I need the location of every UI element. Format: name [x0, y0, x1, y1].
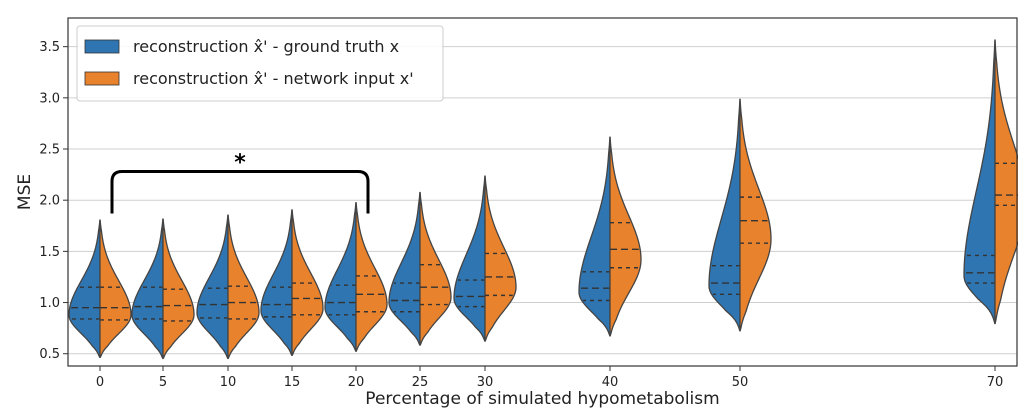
- significance-annotation: *: [110, 151, 370, 214]
- violin-ground-truth-5: [131, 218, 164, 360]
- violin-ground-truth-40: [578, 136, 611, 337]
- x-tick-label: 15: [284, 375, 301, 390]
- y-tick-label: 1.5: [39, 245, 60, 260]
- x-tick-label: 5: [159, 375, 167, 390]
- violin-ground-truth-15: [260, 209, 293, 357]
- violin-ground-truth-50: [708, 98, 741, 332]
- y-tick-label: 1.0: [39, 296, 60, 311]
- y-axis-label: MSE: [15, 174, 35, 210]
- violin-network-input-70: [994, 39, 1018, 325]
- violin-network-input-0: [99, 219, 132, 359]
- violin-network-input-15: [291, 209, 324, 357]
- violin-ground-truth-20: [324, 202, 357, 352]
- y-axis-ticks: 0.5 1.0 1.5 2.0 2.5 3.0 3.5: [39, 40, 68, 362]
- x-tick-label: 25: [412, 375, 429, 390]
- y-tick-label: 2.5: [39, 143, 60, 158]
- x-tick-label: 50: [732, 375, 749, 390]
- violin-network-input-20: [355, 202, 388, 352]
- x-axis-ticks: 0 5 10 15 20 25 30 40 50 70: [96, 366, 1003, 390]
- x-tick-label: 30: [477, 375, 494, 390]
- violin-network-input-40: [609, 136, 642, 337]
- legend: reconstruction x̂' - ground truth x reco…: [76, 25, 444, 102]
- y-tick-label: 3.5: [39, 40, 60, 55]
- legend-label-network-input: reconstruction x̂' - network input x': [133, 69, 414, 88]
- x-tick-label: 70: [987, 375, 1004, 390]
- significance-star: *: [234, 151, 246, 176]
- violin-ground-truth-10: [196, 214, 229, 360]
- violin-ground-truth-25: [388, 191, 421, 346]
- violin-ground-truth-0: [68, 219, 101, 359]
- significance-bracket: [110, 170, 370, 214]
- violin-network-input-10: [227, 214, 260, 360]
- legend-box: [76, 25, 444, 102]
- violin-ground-truth-30: [453, 175, 486, 342]
- x-tick-label: 40: [602, 375, 619, 390]
- x-tick-label: 20: [348, 375, 365, 390]
- violins: [68, 39, 1018, 360]
- legend-swatch-network-input: [84, 71, 120, 86]
- legend-swatch-ground-truth: [84, 39, 120, 54]
- x-tick-label: 0: [96, 375, 104, 390]
- plot-frame: [67, 17, 1018, 367]
- violin-ground-truth-70: [963, 39, 996, 325]
- y-tick-label: 3.0: [39, 91, 60, 106]
- violin-network-input-5: [162, 218, 195, 360]
- x-axis-label: Percentage of simulated hypometabolism: [365, 389, 719, 409]
- violin-network-input-25: [419, 191, 452, 346]
- legend-label-ground-truth: reconstruction x̂' - ground truth x: [133, 37, 399, 56]
- violin-network-input-30: [484, 175, 517, 342]
- violin-network-input-50: [739, 98, 772, 332]
- x-tick-label: 10: [220, 375, 237, 390]
- y-tick-label: 2.0: [39, 194, 60, 209]
- y-tick-label: 0.5: [39, 347, 60, 362]
